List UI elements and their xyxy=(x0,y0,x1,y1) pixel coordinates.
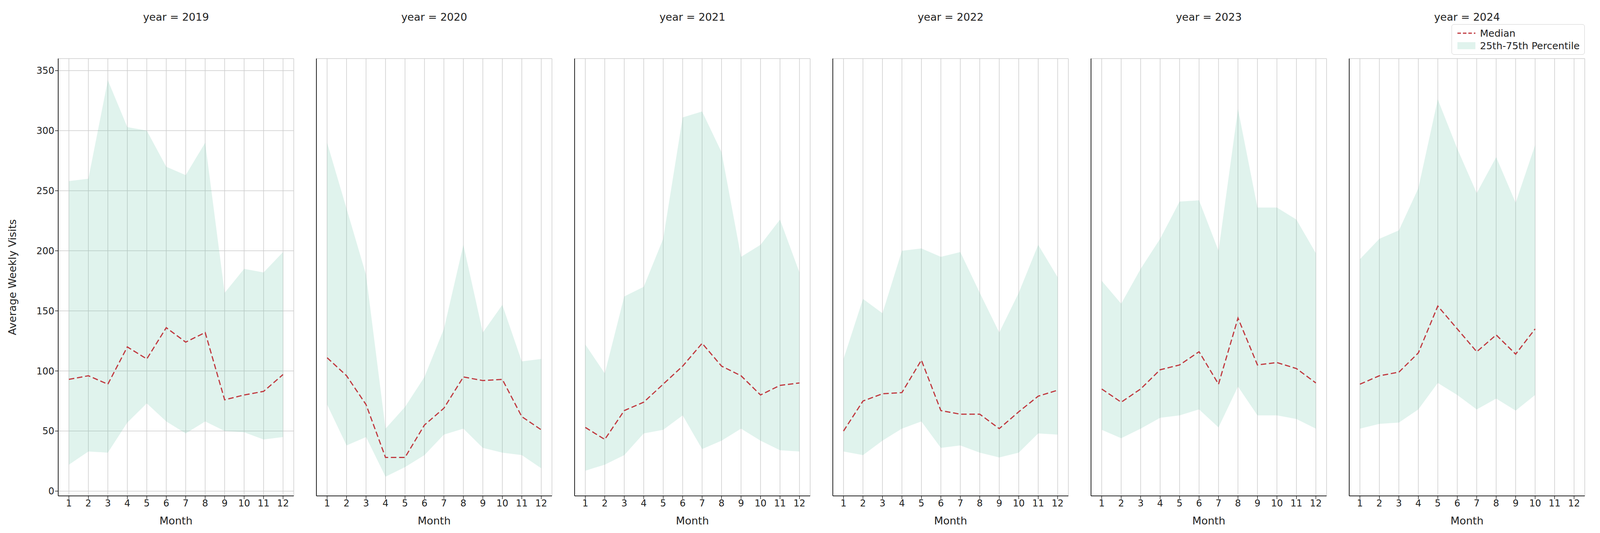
svg-text:4: 4 xyxy=(640,498,647,509)
svg-text:Month: Month xyxy=(417,514,451,527)
svg-text:5: 5 xyxy=(1434,498,1441,509)
svg-text:2: 2 xyxy=(601,498,608,509)
svg-text:50: 50 xyxy=(42,425,55,437)
svg-text:10: 10 xyxy=(1012,498,1025,509)
html-text:year = 2019: year = 2019 xyxy=(143,10,209,24)
svg-text:2: 2 xyxy=(860,498,867,509)
svg-text:7: 7 xyxy=(957,498,964,509)
svg-text:8: 8 xyxy=(1493,498,1500,509)
svg-text:4: 4 xyxy=(382,498,389,509)
svg-text:1: 1 xyxy=(582,498,589,509)
svg-text:5: 5 xyxy=(1176,498,1183,509)
html-text:year = 2020: year = 2020 xyxy=(401,10,468,24)
svg-text:350: 350 xyxy=(36,65,55,77)
svg-text:12: 12 xyxy=(535,498,548,509)
svg-text:4: 4 xyxy=(1415,498,1422,509)
svg-text:100: 100 xyxy=(36,366,55,377)
svg-text:10: 10 xyxy=(1271,498,1284,509)
svg-text:4: 4 xyxy=(898,498,905,509)
svg-text:11: 11 xyxy=(515,498,528,509)
svg-text:10: 10 xyxy=(238,498,251,509)
svg-text:9: 9 xyxy=(1512,498,1519,509)
svg-text:7: 7 xyxy=(1473,498,1480,509)
svg-text:6: 6 xyxy=(421,498,428,509)
svg-text:8: 8 xyxy=(460,498,467,509)
svg-text:Month: Month xyxy=(675,514,709,527)
html-text:25th-75th Percentile: 25th-75th Percentile xyxy=(1480,40,1580,52)
svg-text:10: 10 xyxy=(1529,498,1542,509)
svg-text:0: 0 xyxy=(48,485,55,497)
svg-text:3: 3 xyxy=(621,498,627,509)
svg-text:12: 12 xyxy=(1567,498,1581,509)
svg-text:8: 8 xyxy=(718,498,725,509)
svg-text:Month: Month xyxy=(1450,514,1484,527)
svg-text:Average Weekly Visits: Average Weekly Visits xyxy=(6,219,19,336)
svg-text:5: 5 xyxy=(401,498,408,509)
svg-text:7: 7 xyxy=(1215,498,1222,509)
svg-text:11: 11 xyxy=(773,498,786,509)
svg-text:3: 3 xyxy=(879,498,886,509)
svg-text:8: 8 xyxy=(976,498,983,509)
svg-text:1: 1 xyxy=(1357,498,1363,509)
svg-text:200: 200 xyxy=(36,245,55,257)
html-text:year = 2023: year = 2023 xyxy=(1175,10,1242,24)
svg-text:3: 3 xyxy=(1395,498,1402,509)
svg-text:5: 5 xyxy=(660,498,667,509)
svg-text:9: 9 xyxy=(221,498,228,509)
svg-text:11: 11 xyxy=(1290,498,1303,509)
svg-text:7: 7 xyxy=(699,498,706,509)
svg-text:11: 11 xyxy=(257,498,270,509)
svg-text:9: 9 xyxy=(737,498,744,509)
svg-text:4: 4 xyxy=(1157,498,1163,509)
svg-text:6: 6 xyxy=(163,498,170,509)
svg-text:7: 7 xyxy=(182,498,189,509)
svg-text:12: 12 xyxy=(276,498,290,509)
svg-text:8: 8 xyxy=(1235,498,1242,509)
svg-text:10: 10 xyxy=(496,498,509,509)
svg-text:12: 12 xyxy=(1051,498,1064,509)
svg-text:2: 2 xyxy=(85,498,92,509)
svg-text:11: 11 xyxy=(1548,498,1561,509)
svg-text:6: 6 xyxy=(679,498,686,509)
svg-text:3: 3 xyxy=(104,498,111,509)
svg-text:1: 1 xyxy=(1098,498,1105,509)
svg-text:6: 6 xyxy=(1454,498,1461,509)
svg-text:1: 1 xyxy=(324,498,331,509)
svg-text:9: 9 xyxy=(479,498,486,509)
html-text:year = 2022: year = 2022 xyxy=(917,10,984,24)
svg-text:6: 6 xyxy=(937,498,944,509)
svg-text:12: 12 xyxy=(793,498,806,509)
svg-text:2: 2 xyxy=(1118,498,1125,509)
svg-text:12: 12 xyxy=(1309,498,1322,509)
html-text:year = 2021: year = 2021 xyxy=(659,10,726,24)
svg-text:7: 7 xyxy=(441,498,447,509)
svg-text:250: 250 xyxy=(36,185,55,197)
html-text:Median: Median xyxy=(1480,27,1516,39)
svg-text:Month: Month xyxy=(159,514,193,527)
svg-text:9: 9 xyxy=(996,498,1002,509)
svg-text:10: 10 xyxy=(754,498,767,509)
svg-text:2: 2 xyxy=(343,498,350,509)
svg-text:8: 8 xyxy=(202,498,209,509)
svg-text:1: 1 xyxy=(840,498,847,509)
svg-text:1: 1 xyxy=(66,498,72,509)
svg-text:3: 3 xyxy=(362,498,369,509)
svg-text:Month: Month xyxy=(1192,514,1226,527)
svg-text:11: 11 xyxy=(1032,498,1045,509)
svg-text:4: 4 xyxy=(124,498,131,509)
svg-text:300: 300 xyxy=(36,125,55,137)
svg-text:6: 6 xyxy=(1196,498,1202,509)
svg-text:9: 9 xyxy=(1254,498,1261,509)
svg-text:150: 150 xyxy=(36,305,55,317)
svg-text:5: 5 xyxy=(143,498,150,509)
svg-text:3: 3 xyxy=(1137,498,1144,509)
svg-text:5: 5 xyxy=(918,498,925,509)
svg-text:Month: Month xyxy=(933,514,968,527)
svg-text:2: 2 xyxy=(1376,498,1383,509)
html-text:year = 2024: year = 2024 xyxy=(1434,10,1500,24)
